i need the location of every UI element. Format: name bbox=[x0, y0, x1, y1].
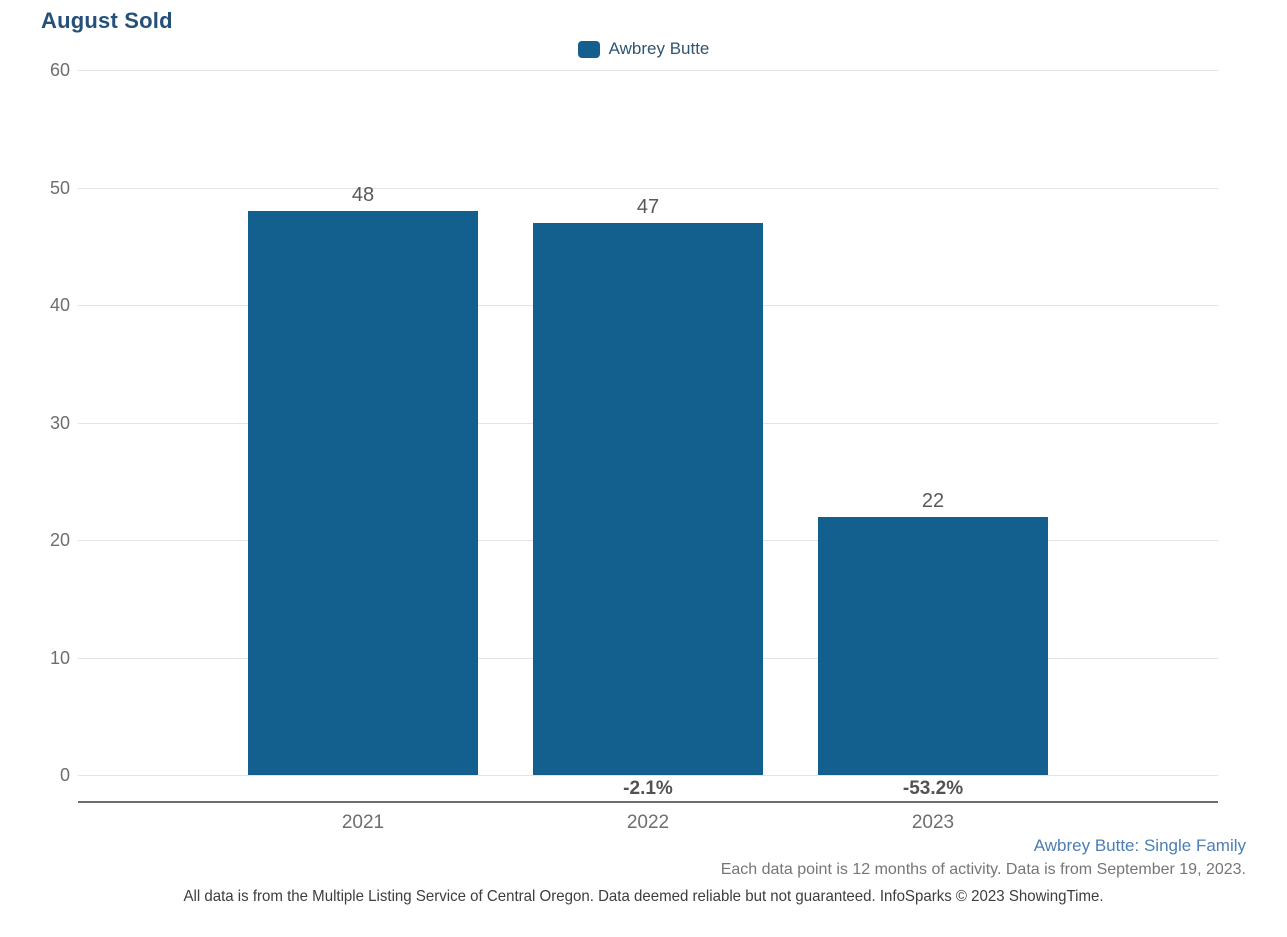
legend-label: Awbrey Butte bbox=[608, 39, 710, 58]
plot-area bbox=[78, 70, 1218, 776]
x-axis-tick-label: 2023 bbox=[911, 812, 955, 833]
legend-swatch-icon bbox=[577, 40, 600, 58]
y-axis-tick-label: 50 bbox=[49, 177, 70, 198]
disclaimer: All data is from the Multiple Listing Se… bbox=[183, 888, 1104, 905]
x-axis-tick-label: 2022 bbox=[626, 812, 670, 833]
data-note: Each data point is 12 months of activity… bbox=[720, 861, 1246, 878]
bar-value-label: 48 bbox=[351, 184, 375, 206]
pct-change-label: -53.2% bbox=[902, 778, 964, 799]
series-context-link[interactable]: Awbrey Butte: Single Family bbox=[1033, 836, 1246, 855]
bar-value-label: 47 bbox=[636, 195, 660, 218]
bar-2022[interactable] bbox=[533, 222, 763, 775]
y-axis-tick-label: 60 bbox=[49, 60, 70, 80]
legend: Awbrey Butte bbox=[0, 39, 1287, 59]
bar-value-label: 22 bbox=[921, 489, 945, 512]
bar-2021[interactable] bbox=[248, 211, 478, 775]
y-axis-tick-label: 20 bbox=[49, 530, 70, 550]
legend-item-awbrey-butte[interactable]: Awbrey Butte bbox=[577, 39, 710, 59]
gridline-y-60 bbox=[78, 70, 1218, 71]
y-axis-tick-label: 40 bbox=[49, 295, 70, 315]
gridline-y-50 bbox=[78, 187, 1218, 189]
bar-2023[interactable] bbox=[818, 516, 1048, 775]
y-axis-tick-label: 0 bbox=[59, 765, 70, 785]
x-axis-line bbox=[78, 801, 1218, 803]
y-axis-tick-label: 30 bbox=[49, 412, 70, 433]
y-axis-tick-label: 10 bbox=[49, 647, 70, 668]
pct-change-label: -2.1% bbox=[623, 778, 673, 799]
gridline-y-0 bbox=[78, 775, 1218, 776]
chart-title: August Sold bbox=[41, 8, 173, 33]
x-axis-tick-label: 2021 bbox=[341, 812, 385, 833]
